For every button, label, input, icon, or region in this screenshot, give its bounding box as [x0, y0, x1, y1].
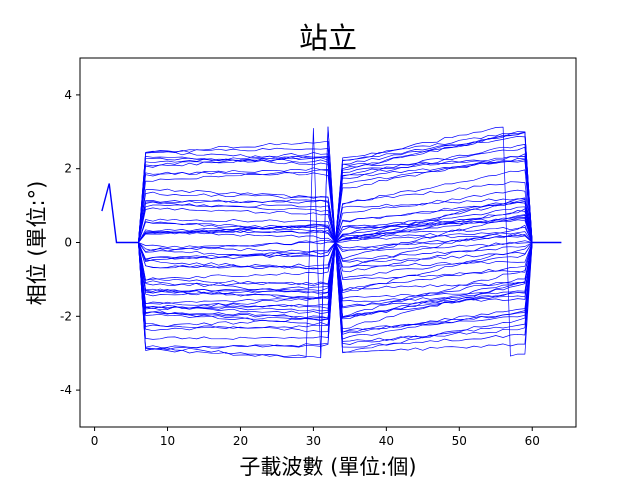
chart-title: 站立	[299, 21, 357, 55]
plot-frame	[79, 57, 577, 428]
x-tick-label: 60	[525, 434, 540, 448]
series-line	[138, 131, 533, 243]
y-tick-label: 2	[64, 162, 72, 176]
x-tick-label: 50	[452, 434, 467, 448]
series-line	[138, 156, 533, 312]
series-line	[138, 132, 533, 305]
common-segments	[101, 183, 562, 244]
series-line	[138, 152, 533, 309]
y-axis: -4 -2 0 2 4	[60, 88, 80, 397]
x-axis-label: 子載波數 (單位:個)	[239, 455, 416, 479]
x-axis: 0 10 20 30 40 50 60	[91, 427, 540, 448]
series-line	[138, 147, 533, 294]
series-line	[138, 201, 533, 260]
x-tick-label: 10	[160, 434, 175, 448]
series-line	[138, 204, 533, 268]
series-line	[138, 218, 533, 320]
x-tick-label: 30	[306, 434, 321, 448]
y-tick-label: 4	[64, 88, 72, 102]
common-segment	[101, 183, 139, 244]
y-tick-label: -2	[60, 309, 72, 323]
x-tick-label: 40	[379, 434, 394, 448]
series-lines	[138, 126, 533, 359]
series-line	[138, 217, 533, 327]
y-tick-label: -4	[60, 383, 72, 397]
x-tick-label: 0	[91, 434, 99, 448]
y-axis-label: 相位 (單位:°)	[25, 181, 49, 306]
x-tick-label: 20	[233, 434, 248, 448]
series-line	[138, 146, 533, 350]
y-tick-label: 0	[64, 236, 72, 250]
series-line	[138, 202, 533, 348]
